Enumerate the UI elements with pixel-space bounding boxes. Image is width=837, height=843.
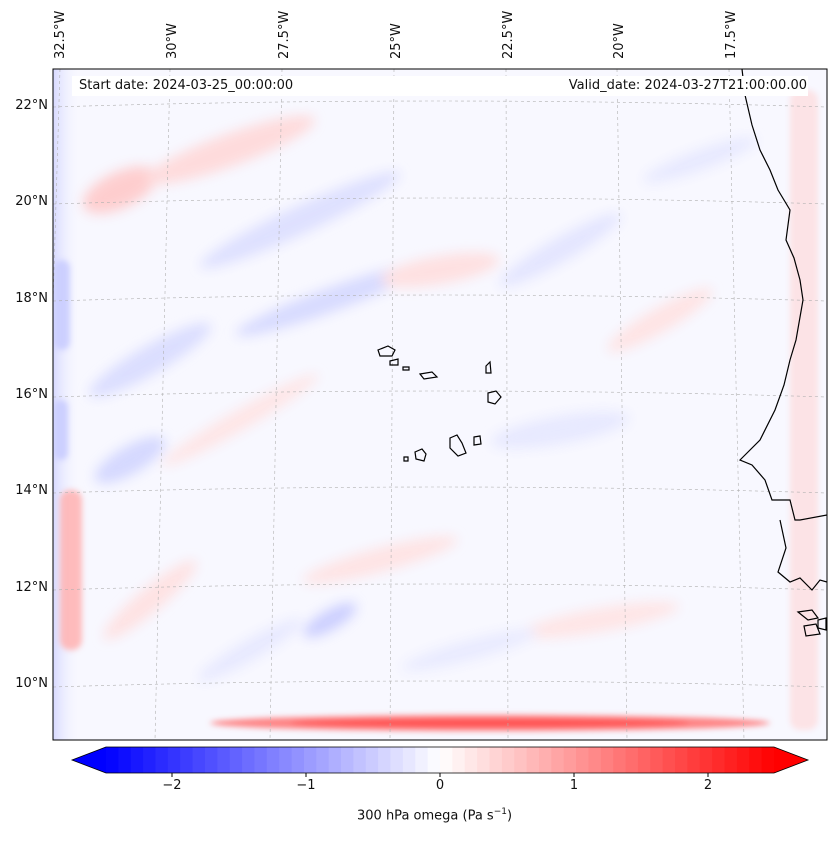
colorbar-segment bbox=[588, 747, 602, 773]
colorbar-label-text: 300 hPa omega (Pa s bbox=[357, 808, 494, 824]
colorbar-segment bbox=[341, 747, 355, 773]
colorbar-segment bbox=[167, 747, 181, 773]
colorbar-label: 300 hPa omega (Pa s−1) bbox=[357, 807, 512, 823]
lat-label: 22°N bbox=[15, 98, 48, 113]
colorbar-segment bbox=[254, 747, 268, 773]
colorbar-segment bbox=[749, 747, 763, 773]
colorbar-segment bbox=[452, 747, 466, 773]
colorbar-segment bbox=[402, 747, 416, 773]
colorbar-segment bbox=[637, 747, 651, 773]
lon-label: 32.5°W bbox=[53, 10, 68, 59]
colorbar-segment bbox=[427, 747, 441, 773]
colorbar-segment bbox=[662, 747, 676, 773]
colorbar-segment bbox=[378, 747, 392, 773]
africa-coastline bbox=[738, 69, 827, 521]
colorbar-segment bbox=[155, 747, 169, 773]
colorbar-segment bbox=[675, 747, 689, 773]
colorbar-segment bbox=[501, 747, 515, 773]
colorbar-segment bbox=[613, 747, 627, 773]
lon-label: 17.5°W bbox=[724, 10, 739, 59]
colorbar-extend-max bbox=[774, 747, 808, 773]
colorbar-segment bbox=[625, 747, 639, 773]
colorbar-outline bbox=[70, 746, 810, 774]
colorbar-segment bbox=[538, 747, 552, 773]
date-label-box bbox=[72, 76, 808, 96]
colorbar-segment bbox=[724, 747, 738, 773]
lat-label: 14°N bbox=[15, 483, 48, 498]
map-frame bbox=[52, 68, 828, 741]
colorbar-segment bbox=[514, 747, 528, 773]
colorbar-segment bbox=[650, 747, 664, 773]
lat-label: 12°N bbox=[15, 580, 48, 595]
colorbar-segment bbox=[489, 747, 503, 773]
colorbar-segment bbox=[563, 747, 577, 773]
colorbar-label-exponent: −1 bbox=[493, 807, 507, 817]
colorbar-segment bbox=[106, 747, 119, 773]
colorbar-segment bbox=[761, 747, 775, 773]
colorbar-segment bbox=[365, 747, 379, 773]
colorbar-tick-label: 1 bbox=[569, 778, 579, 793]
cape-verde-islands bbox=[377, 345, 502, 462]
colorbar-segment bbox=[464, 747, 478, 773]
lon-label: 20°W bbox=[612, 23, 627, 59]
colorbar-segment bbox=[390, 747, 404, 773]
colorbar-tick-label: 0 bbox=[435, 778, 445, 793]
colorbar bbox=[70, 746, 810, 777]
colorbar-segment bbox=[687, 747, 701, 773]
valid-date-label: Valid_date: 2024-03-27T21:00:00.00 bbox=[568, 78, 807, 93]
colorbar-segment bbox=[316, 747, 330, 773]
lon-label: 22.5°W bbox=[501, 10, 516, 59]
colorbar-segment bbox=[440, 747, 453, 773]
colorbar-segment bbox=[303, 747, 317, 773]
coastline bbox=[738, 69, 827, 637]
lat-label: 16°N bbox=[15, 387, 48, 402]
colorbar-segment bbox=[576, 747, 590, 773]
colorbar-segment bbox=[699, 747, 713, 773]
colorbar-tick-label: −2 bbox=[162, 778, 182, 793]
colorbar-segment bbox=[143, 747, 157, 773]
colorbar-segment bbox=[266, 747, 280, 773]
colorbar-segment bbox=[415, 747, 429, 773]
lon-label: 27.5°W bbox=[277, 10, 292, 59]
colorbar-segment bbox=[204, 747, 218, 773]
colorbar-segment bbox=[526, 747, 540, 773]
colorbar-segment bbox=[192, 747, 206, 773]
colorbar-tick-label: −1 bbox=[296, 778, 316, 793]
colorbar-segment bbox=[600, 747, 614, 773]
colorbar-tick-label: 2 bbox=[703, 778, 713, 793]
lon-label: 30°W bbox=[165, 23, 180, 59]
colorbar-segment bbox=[229, 747, 243, 773]
graticule bbox=[53, 69, 827, 740]
lat-label: 10°N bbox=[15, 676, 48, 691]
colorbar-segment bbox=[353, 747, 367, 773]
colorbar-segment bbox=[477, 747, 491, 773]
colorbar-label-end: ) bbox=[506, 808, 513, 824]
colorbar-segment bbox=[736, 747, 750, 773]
colorbar-segment bbox=[242, 747, 256, 773]
colorbar-segment bbox=[291, 747, 305, 773]
lon-label: 25°W bbox=[389, 23, 404, 59]
colorbar-segment bbox=[328, 747, 342, 773]
lat-label: 20°N bbox=[15, 194, 48, 209]
colorbar-segment bbox=[217, 747, 231, 773]
colorbar-segment bbox=[130, 747, 144, 773]
colorbar-segment bbox=[180, 747, 194, 773]
colorbar-segment bbox=[712, 747, 726, 773]
lat-label: 18°N bbox=[15, 291, 48, 306]
colorbar-extend-min bbox=[72, 747, 106, 773]
colorbar-segment bbox=[279, 747, 293, 773]
start-date-label: Start date: 2024-03-25_00:00:00 bbox=[79, 78, 294, 93]
omega-field bbox=[53, 69, 827, 740]
colorbar-segment bbox=[118, 747, 132, 773]
colorbar-segment bbox=[551, 747, 565, 773]
